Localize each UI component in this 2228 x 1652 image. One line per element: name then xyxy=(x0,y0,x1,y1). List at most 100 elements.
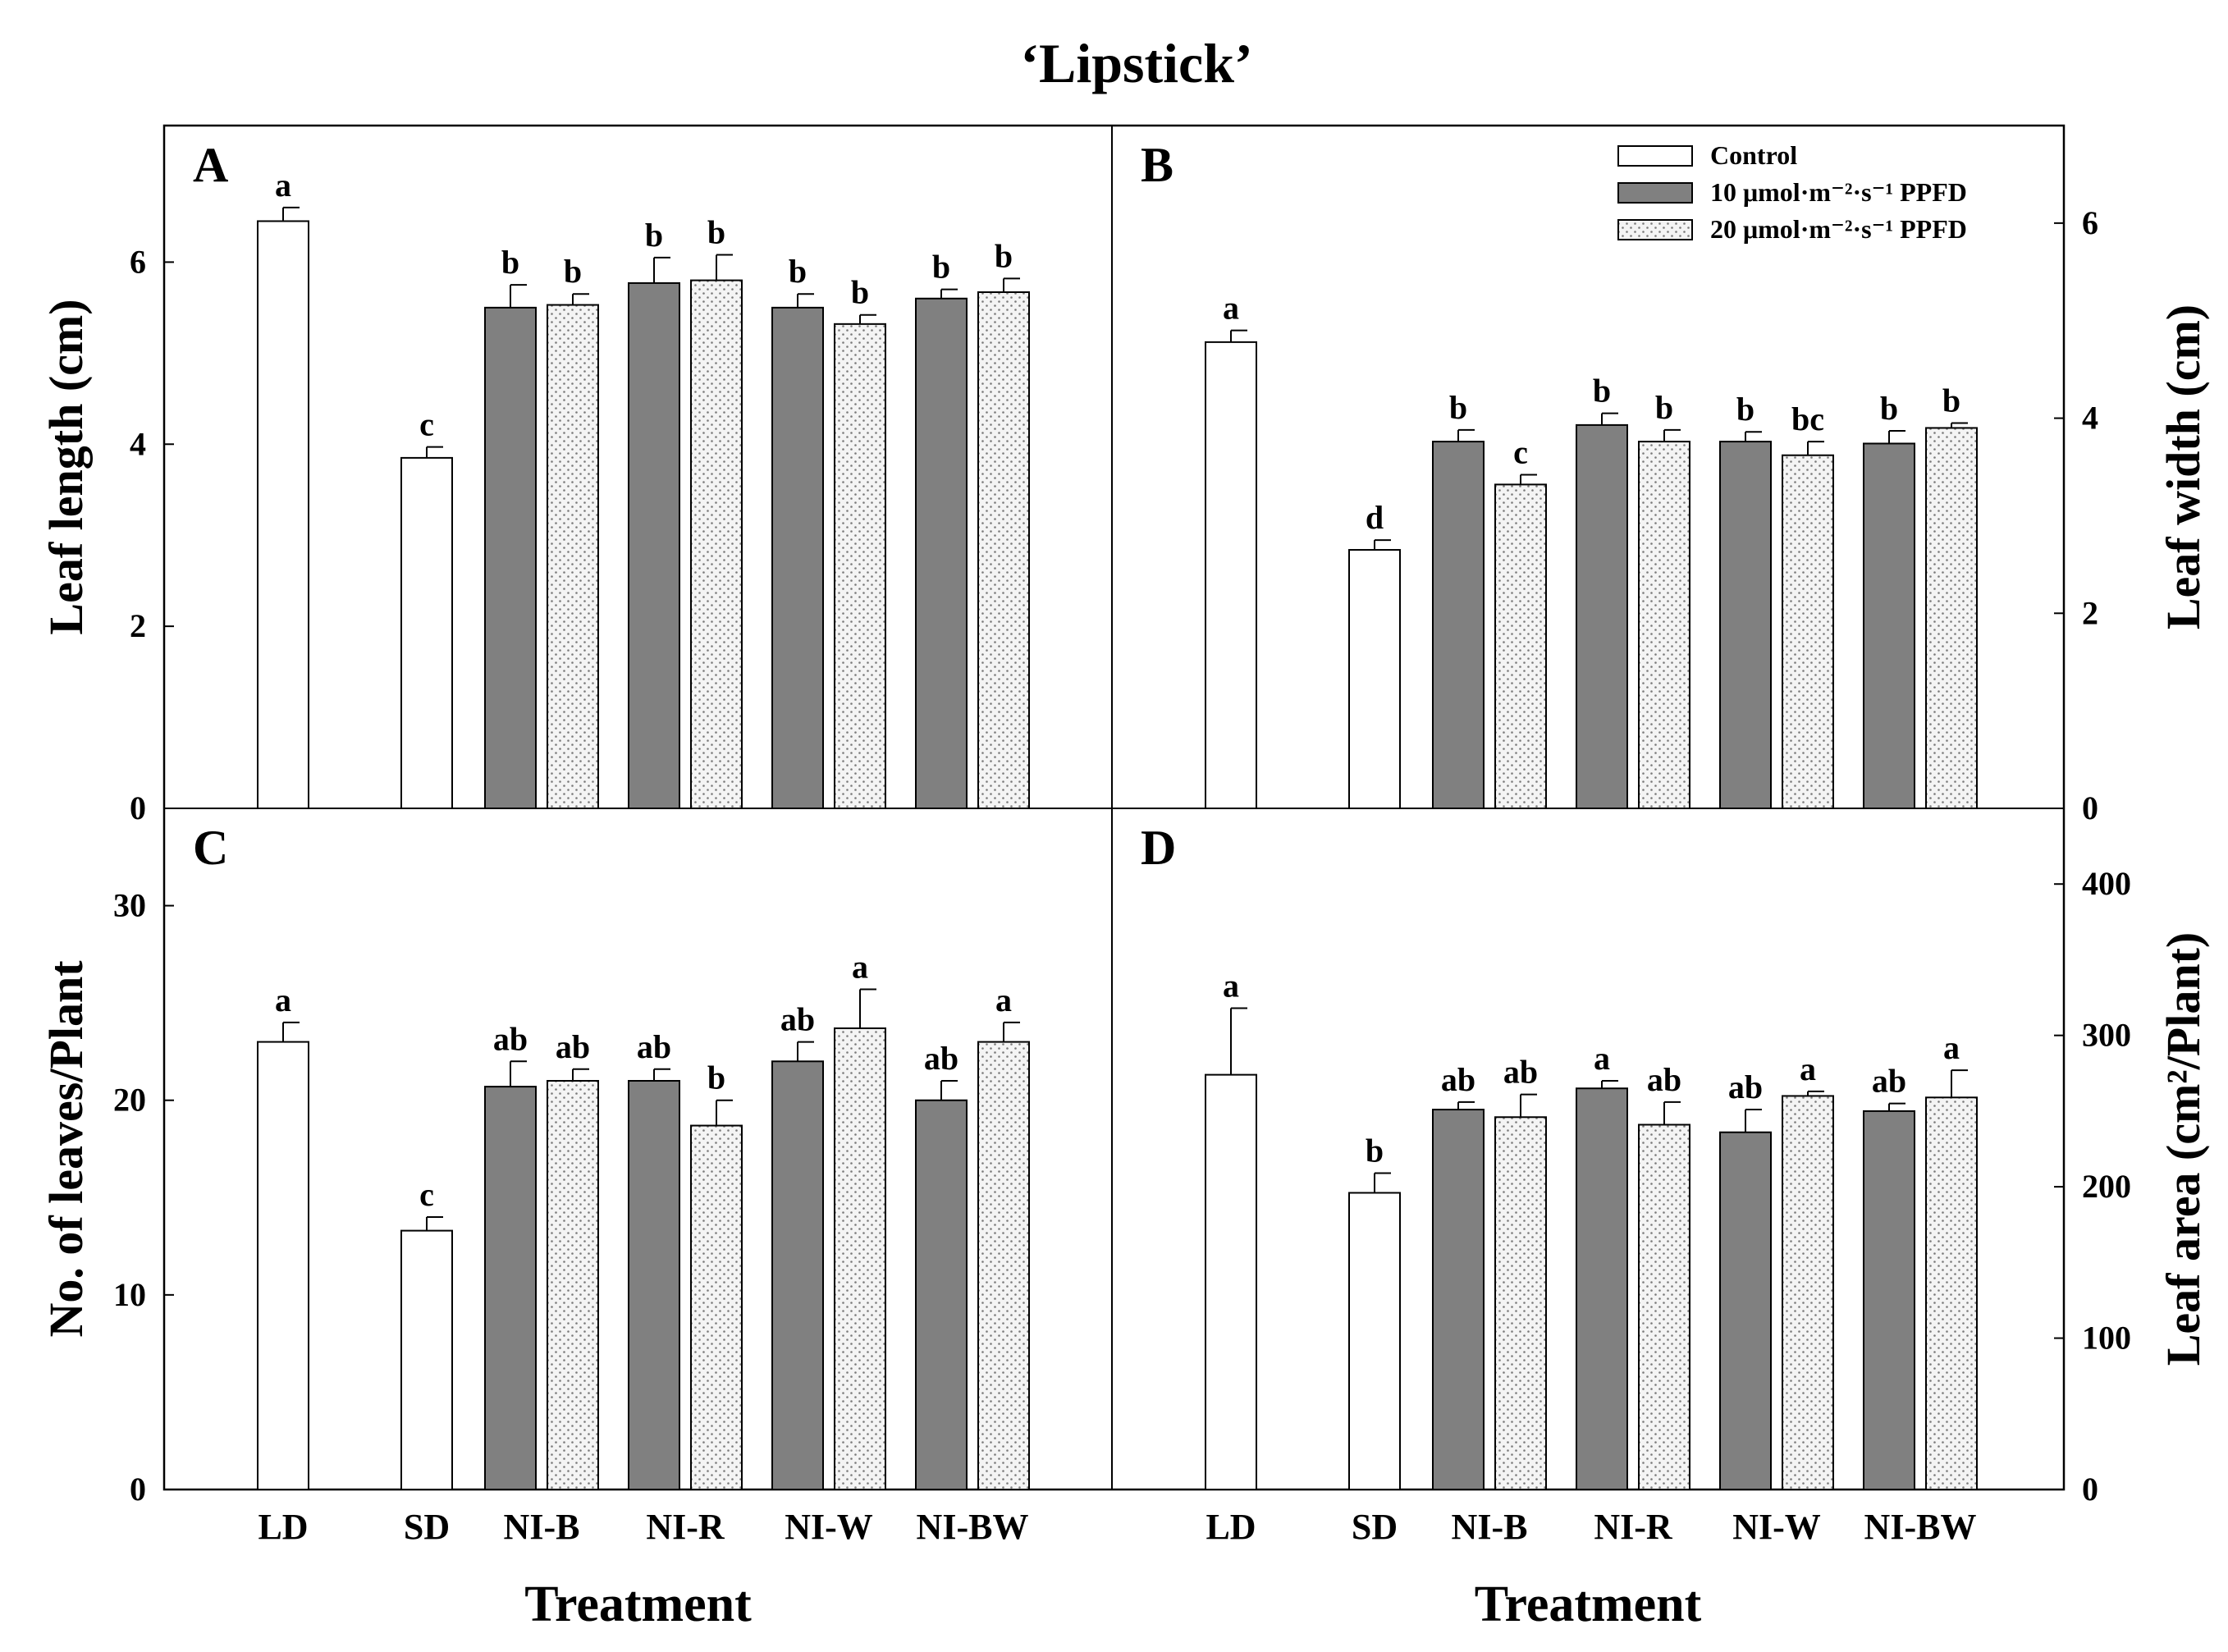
significance-label: ab xyxy=(924,1040,958,1077)
legend-label-ppfd10: 10 μmol·m⁻²·s⁻¹ PPFD xyxy=(1710,177,1967,207)
x-tick-label: NI-R xyxy=(646,1507,725,1547)
significance-label: b xyxy=(995,237,1013,274)
y-tick-label: 6 xyxy=(2082,204,2098,241)
significance-label: bc xyxy=(1791,400,1824,437)
y-tick-label: 4 xyxy=(2082,400,2098,437)
panel-letter: A xyxy=(193,138,228,192)
y-tick-label: 200 xyxy=(2082,1168,2131,1205)
x-tick-label: NI-B xyxy=(1452,1507,1528,1547)
y-axis-title: Leaf area (cm²/Plant) xyxy=(2157,932,2210,1366)
significance-label: a xyxy=(275,982,291,1018)
bar-ppfd10-ni-b xyxy=(1432,1109,1485,1490)
significance-label: b xyxy=(1942,382,1960,419)
significance-label: c xyxy=(419,406,434,443)
panel-letter: C xyxy=(193,821,228,875)
legend-label-control: Control xyxy=(1710,140,1797,170)
y-tick-label: 30 xyxy=(113,887,146,924)
bar-control-ld xyxy=(1205,1073,1257,1490)
y-tick-label: 6 xyxy=(130,243,146,280)
bar-control-ld xyxy=(257,220,309,810)
bar-ppfd20-ni-w xyxy=(834,1027,886,1490)
significance-label: ab xyxy=(1503,1054,1538,1091)
significance-label: c xyxy=(419,1176,434,1213)
plot-area: A 0 2 4 6 Leaf length (cm) a c b b b b b b b b B 0 2 4 6 Leaf… xyxy=(39,124,2210,1632)
bar-ppfd20-ni-r xyxy=(1638,441,1690,810)
significance-label: ab xyxy=(493,1020,528,1057)
x-axis-title: Treatment xyxy=(1475,1576,1702,1632)
x-tick-label: NI-W xyxy=(1732,1507,1821,1547)
panel-letter: B xyxy=(1141,138,1173,192)
significance-label: ab xyxy=(1872,1063,1906,1100)
bar-ppfd20-ni-bw xyxy=(1925,1096,1978,1491)
bar-ppfd10-ni-b xyxy=(1432,441,1485,810)
y-tick-label: 300 xyxy=(2082,1017,2131,1054)
significance-label: a xyxy=(1594,1040,1610,1077)
significance-label: b xyxy=(1736,391,1754,428)
significance-label: a xyxy=(995,982,1012,1018)
bar-ppfd10-ni-b xyxy=(484,306,537,810)
y-tick-label: 100 xyxy=(2082,1320,2131,1357)
y-axis-title: Leaf length (cm) xyxy=(39,299,93,634)
bar-ppfd20-ni-b xyxy=(547,304,599,809)
y-axis-title: No. of leaves/Plant xyxy=(39,960,93,1338)
bar-ppfd10-ni-r xyxy=(628,281,680,809)
significance-label: a xyxy=(1943,1029,1960,1066)
bar-ppfd20-ni-w xyxy=(1782,454,1834,809)
bar-control-ld xyxy=(257,1041,309,1490)
bar-ppfd10-ni-bw xyxy=(915,1099,968,1490)
significance-label: b xyxy=(851,274,869,311)
legend-label-ppfd20: 20 μmol·m⁻²·s⁻¹ PPFD xyxy=(1710,214,1967,244)
bar-ppfd20-ni-bw xyxy=(977,291,1030,809)
bar-ppfd20-ni-w xyxy=(1782,1095,1834,1490)
legend-swatch-ppfd10 xyxy=(1617,182,1693,204)
bar-ppfd20-ni-r xyxy=(690,279,743,809)
significance-label: a xyxy=(852,949,868,986)
x-tick-label: SD xyxy=(404,1507,450,1547)
bar-control-sd xyxy=(400,456,453,809)
significance-label: ab xyxy=(556,1028,590,1065)
x-tick-label: NI-B xyxy=(504,1507,580,1547)
bar-ppfd10-ni-r xyxy=(1576,1087,1628,1490)
bar-ppfd20-ni-b xyxy=(547,1080,599,1490)
bar-control-sd xyxy=(400,1229,453,1490)
significance-label: b xyxy=(1366,1133,1384,1169)
y-axis-title: Leaf width (cm) xyxy=(2157,304,2210,629)
legend-swatch-control xyxy=(1617,145,1693,167)
significance-label: b xyxy=(789,253,807,290)
y-tick-label: 2 xyxy=(2082,594,2098,631)
significance-label: b xyxy=(1880,390,1898,427)
significance-label: a xyxy=(1800,1050,1816,1087)
x-tick-label: LD xyxy=(258,1507,308,1547)
significance-label: b xyxy=(1593,373,1611,410)
panel-a: A 0 2 4 6 Leaf length (cm) a c b b b b b b b b xyxy=(39,138,1030,826)
bar-ppfd10-ni-r xyxy=(1576,423,1628,809)
y-tick-label: 0 xyxy=(130,1471,146,1508)
significance-label: b xyxy=(707,214,725,251)
significance-label: ab xyxy=(1647,1061,1681,1098)
significance-label: b xyxy=(932,249,950,286)
x-tick-label: NI-W xyxy=(785,1507,873,1547)
significance-label: b xyxy=(501,244,519,281)
legend: Control 10 μmol·m⁻²·s⁻¹ PPFD 20 μmol·m⁻²·s… xyxy=(1617,140,1967,244)
significance-label: b xyxy=(1655,389,1673,426)
bar-ppfd20-ni-bw xyxy=(1925,427,1978,809)
bar-ppfd10-ni-w xyxy=(771,1060,824,1491)
legend-swatch-ppfd20 xyxy=(1617,219,1693,240)
x-tick-label: NI-BW xyxy=(1864,1507,1977,1547)
x-tick-label: LD xyxy=(1205,1507,1256,1547)
x-axis-title: Treatment xyxy=(524,1576,752,1632)
significance-label: b xyxy=(645,217,663,254)
y-tick-label: 20 xyxy=(113,1082,146,1119)
bar-ppfd10-ni-w xyxy=(771,306,824,810)
significance-label: b xyxy=(707,1059,725,1096)
significance-label: ab xyxy=(1728,1069,1763,1105)
bar-ppfd20-ni-b xyxy=(1494,1116,1547,1491)
bar-ppfd10-ni-w xyxy=(1719,1131,1772,1490)
y-tick-label: 400 xyxy=(2082,865,2131,902)
significance-label: a xyxy=(1223,967,1239,1004)
significance-label: ab xyxy=(637,1028,671,1065)
